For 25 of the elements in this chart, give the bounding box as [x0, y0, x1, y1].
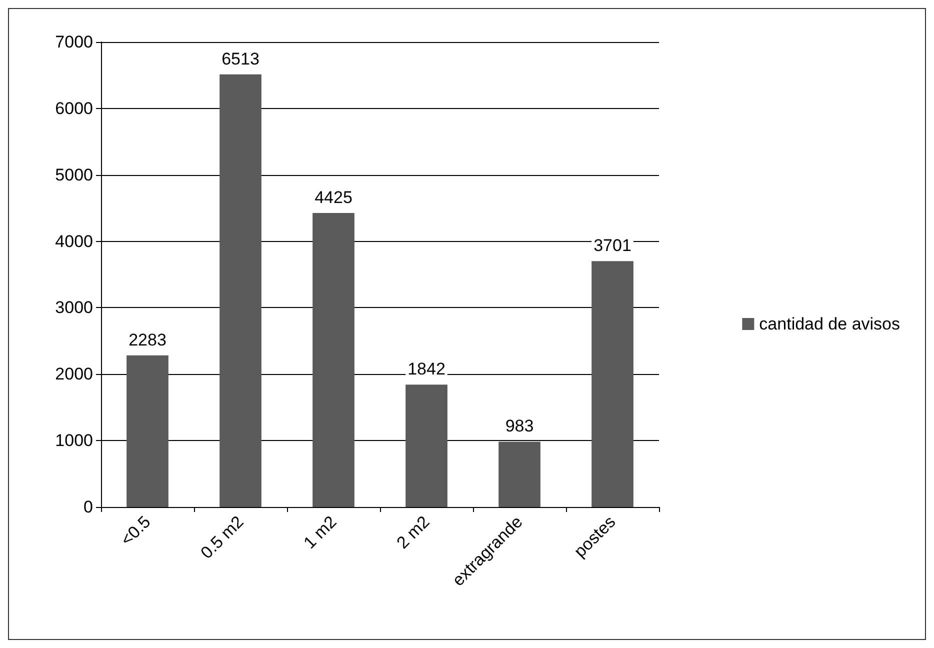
- y-tick-label: 4000: [55, 232, 93, 251]
- data-label: 6513: [222, 49, 260, 68]
- bar: [592, 261, 634, 507]
- y-tick-label: 3000: [55, 298, 93, 318]
- bar: [312, 213, 354, 507]
- y-tick-label: 7000: [55, 32, 93, 52]
- data-label: 4425: [314, 188, 352, 208]
- y-tick-label: 6000: [55, 98, 93, 118]
- y-tick-label: 2000: [55, 364, 93, 384]
- y-tick-label: 1000: [55, 431, 93, 450]
- bar: [220, 74, 262, 507]
- y-tick-label: 5000: [55, 165, 93, 184]
- x-tick-label: 0.5 m2: [197, 512, 248, 562]
- y-tick-label: 0: [84, 498, 93, 516]
- data-label: 3701: [594, 236, 632, 256]
- legend-label: cantidad de avisos: [759, 314, 900, 334]
- x-tick-label: 1 m2: [300, 512, 340, 552]
- bar: [126, 355, 168, 507]
- bar: [498, 442, 540, 507]
- data-label: 983: [505, 416, 534, 436]
- data-label: 1842: [408, 360, 446, 379]
- x-tick-label: <0.5: [117, 512, 154, 550]
- bar: [406, 384, 448, 507]
- data-label: 2283: [128, 330, 166, 350]
- x-tick-label: 2 m2: [393, 512, 434, 552]
